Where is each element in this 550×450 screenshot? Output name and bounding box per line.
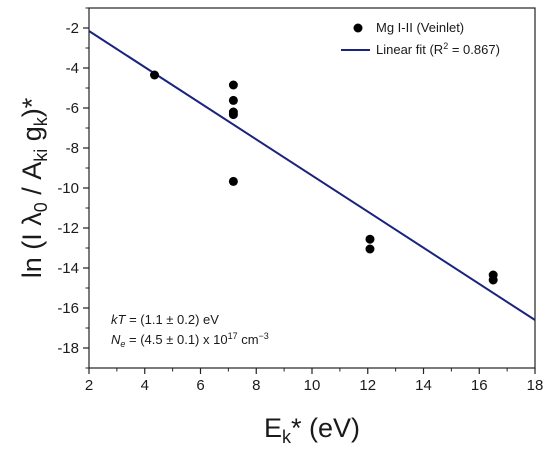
y-tick-label: -4 (66, 60, 79, 77)
data-point (365, 244, 375, 254)
data-point (488, 275, 498, 285)
y-tick-label: -12 (57, 220, 79, 237)
legend-label-fit: Linear fit (R2 = 0.867) (376, 41, 500, 57)
legend-marker-scatter (353, 23, 363, 33)
fit-layer (88, 30, 536, 321)
y-tick-label: -18 (57, 340, 79, 357)
x-tick-label: 4 (141, 377, 149, 394)
y-tick-label: -10 (57, 180, 79, 197)
data-point (228, 95, 238, 105)
annotation-kt: kT = (1.1 ± 0.2) eV (111, 312, 219, 327)
x-axis-title: Ek* (eV) (264, 413, 360, 447)
data-point (150, 70, 160, 80)
x-tick-label: 14 (415, 377, 432, 394)
legend-label-scatter: Mg I-II (Veinlet) (376, 20, 464, 35)
data-point (228, 176, 238, 186)
y-tick-label: -16 (57, 300, 79, 317)
points-layer (150, 70, 498, 285)
x-tick-label: 6 (196, 377, 204, 394)
data-point (228, 80, 238, 90)
data-point (365, 234, 375, 244)
y-tick-label: -6 (66, 100, 79, 117)
y-tick-label: -8 (66, 140, 79, 157)
linear-fit-line (88, 30, 536, 321)
x-tick-label: 16 (471, 377, 488, 394)
x-tick-label: 2 (85, 377, 93, 394)
y-axis-title: ln (I λ0 / Aki gk)* (17, 97, 51, 278)
y-tick-label: -14 (57, 260, 79, 277)
x-tick-label: 8 (252, 377, 260, 394)
x-tick-label: 10 (304, 377, 321, 394)
x-tick-label: 12 (359, 377, 376, 394)
x-tick-label: 18 (527, 377, 544, 394)
data-point (228, 110, 238, 120)
y-tick-label: -2 (66, 20, 79, 37)
axis-ticks: 2 4 6 8 10 12 14 16 18 -2 -4 -6 -8 -10 -12 -14 -16 -18 (57, 7, 544, 394)
legend: Mg I-II (Veinlet) Linear fit (R2 = 0.867… (341, 20, 500, 57)
annotation-ne: Ne = (4.5 ± 0.1) x 1017 cm−3 (111, 331, 269, 349)
